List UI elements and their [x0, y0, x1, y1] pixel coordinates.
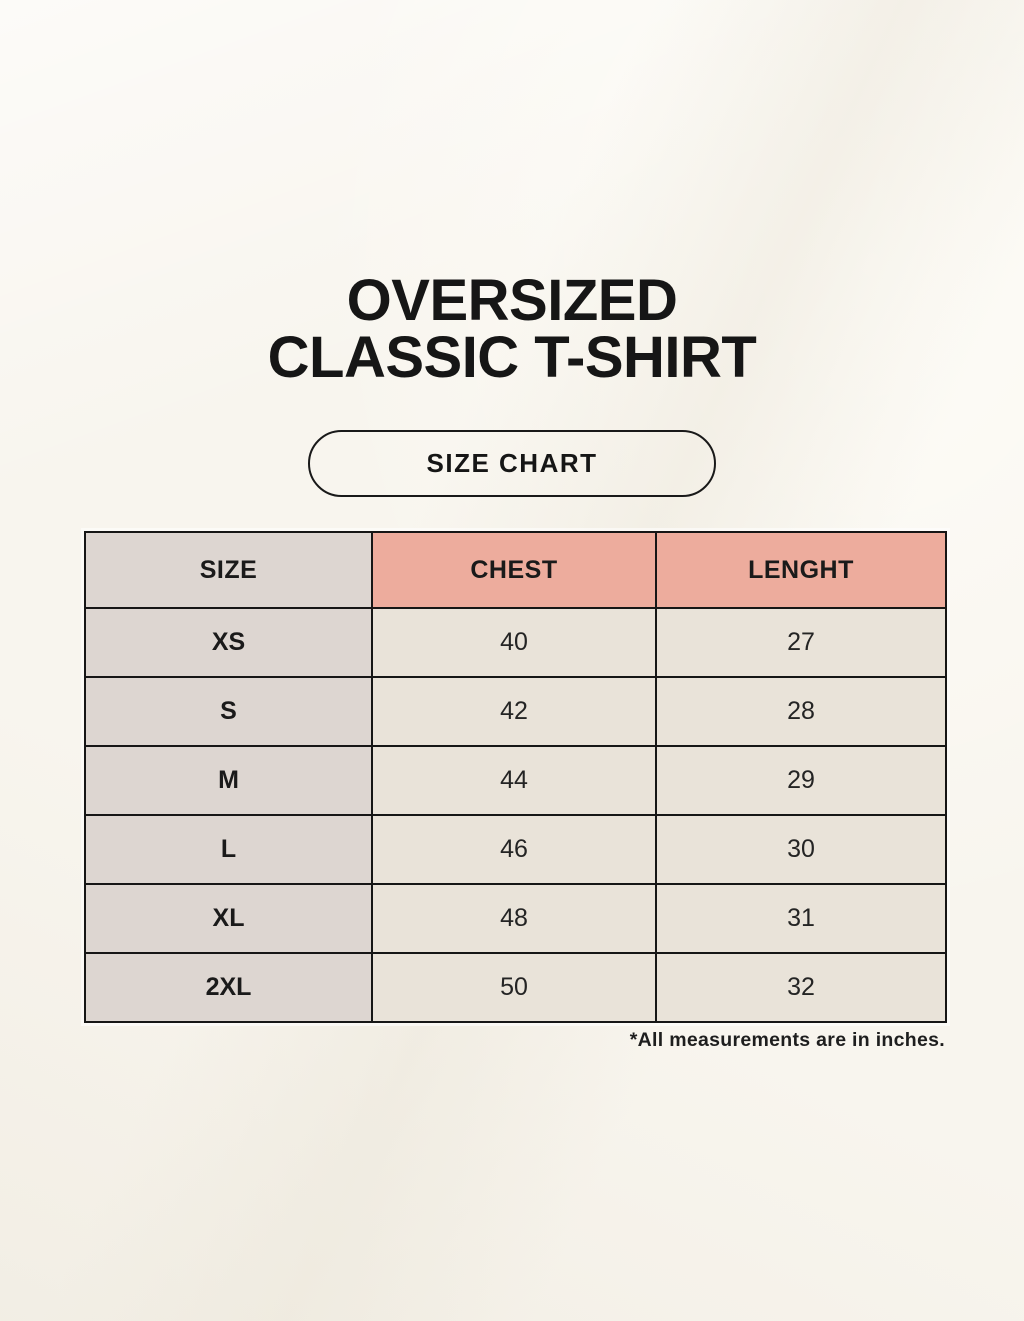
lenght-value-cell: 30 [655, 814, 947, 885]
page-title-line-2: CLASSIC T-SHIRT [267, 325, 757, 390]
lenght-value-cell: 29 [655, 745, 947, 816]
table-row: M 44 29 [84, 745, 947, 816]
chest-value-cell: 48 [371, 883, 657, 954]
chest-value-cell: 44 [371, 745, 657, 816]
table-row: XL 48 31 [84, 883, 947, 954]
chest-value-cell: 50 [371, 952, 657, 1023]
size-label-cell: M [84, 745, 373, 816]
page-title: OVERSIZED CLASSIC T-SHIRT [0, 268, 1024, 390]
table-row: L 46 30 [84, 814, 947, 885]
table-row: 2XL 50 32 [84, 952, 947, 1023]
size-chart-button[interactable]: SIZE CHART [308, 430, 716, 497]
size-label-cell: L [84, 814, 373, 885]
chest-value-cell: 40 [371, 607, 657, 678]
column-header-size: SIZE [84, 531, 373, 609]
size-label-cell: S [84, 676, 373, 747]
page-title-line-1: OVERSIZED [346, 268, 678, 333]
table-row: S 42 28 [84, 676, 947, 747]
chest-value-cell: 42 [371, 676, 657, 747]
lenght-value-cell: 28 [655, 676, 947, 747]
lenght-value-cell: 31 [655, 883, 947, 954]
size-chart-button-label: SIZE CHART [426, 448, 598, 478]
lenght-value-cell: 27 [655, 607, 947, 678]
measurements-footnote: *All measurements are in inches. [629, 1029, 945, 1051]
column-header-lenght: LENGHT [655, 531, 947, 609]
lenght-value-cell: 32 [655, 952, 947, 1023]
table-row: XS 40 27 [84, 607, 947, 678]
size-chart-table: SIZE CHEST LENGHT XS 40 27 S 42 28 M 44 … [84, 531, 947, 1023]
size-label-cell: XL [84, 883, 373, 954]
table-header-row: SIZE CHEST LENGHT [84, 531, 947, 609]
chest-value-cell: 46 [371, 814, 657, 885]
size-label-cell: XS [84, 607, 373, 678]
column-header-chest: CHEST [371, 531, 657, 609]
size-label-cell: 2XL [84, 952, 373, 1023]
